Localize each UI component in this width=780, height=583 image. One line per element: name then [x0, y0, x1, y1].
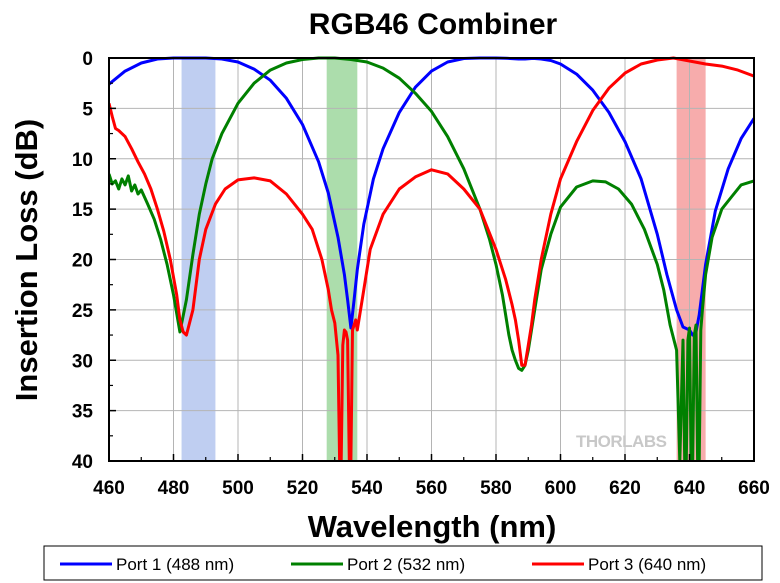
- x-tick-label: 560: [416, 478, 448, 499]
- x-tick-label: 620: [609, 478, 641, 499]
- x-tick-label: 660: [738, 478, 770, 499]
- x-tick-label: 500: [222, 478, 254, 499]
- y-tick-label: 15: [72, 200, 94, 221]
- y-tick-label: 40: [72, 452, 93, 473]
- y-tick-labels: 0 5 10 15 20 25 30 35 40: [72, 49, 94, 473]
- y-tick-label: 5: [82, 99, 93, 120]
- legend-label-port-2: Port 2 (532 nm): [347, 555, 465, 574]
- y-tick-label: 30: [72, 351, 93, 372]
- x-tick-label: 600: [545, 478, 577, 499]
- axis-ticks: [108, 57, 755, 462]
- y-tick-label: 35: [72, 402, 94, 423]
- x-tick-label: 480: [158, 478, 190, 499]
- x-tick-label: 540: [351, 478, 383, 499]
- x-tick-label: 580: [480, 478, 512, 499]
- series-line-port-2: [109, 56, 754, 461]
- y-tick-label: 0: [82, 49, 93, 70]
- x-tick-label: 520: [287, 478, 319, 499]
- y-axis-title: Insertion Loss (dB): [9, 119, 44, 401]
- series-line-port-3: [109, 56, 754, 461]
- y-tick-label: 10: [72, 150, 93, 171]
- chart-title: RGB46 Combiner: [309, 8, 558, 41]
- x-tick-label: 460: [93, 478, 125, 499]
- x-axis-title: Wavelength (nm): [308, 509, 557, 544]
- legend: Port 1 (488 nm) Port 2 (532 nm) Port 3 (64…: [60, 555, 706, 574]
- legend-label-port-3: Port 3 (640 nm): [588, 555, 706, 574]
- x-tick-labels: 460 480 500 520 540 560 580 600 620 640 660: [93, 478, 770, 499]
- legend-box: [43, 545, 763, 581]
- y-tick-label: 25: [72, 301, 94, 322]
- thorlabs-watermark: THORLABS: [576, 432, 667, 451]
- x-tick-label: 640: [674, 478, 706, 499]
- y-tick-label: 20: [72, 251, 93, 272]
- legend-label-port-1: Port 1 (488 nm): [116, 555, 234, 574]
